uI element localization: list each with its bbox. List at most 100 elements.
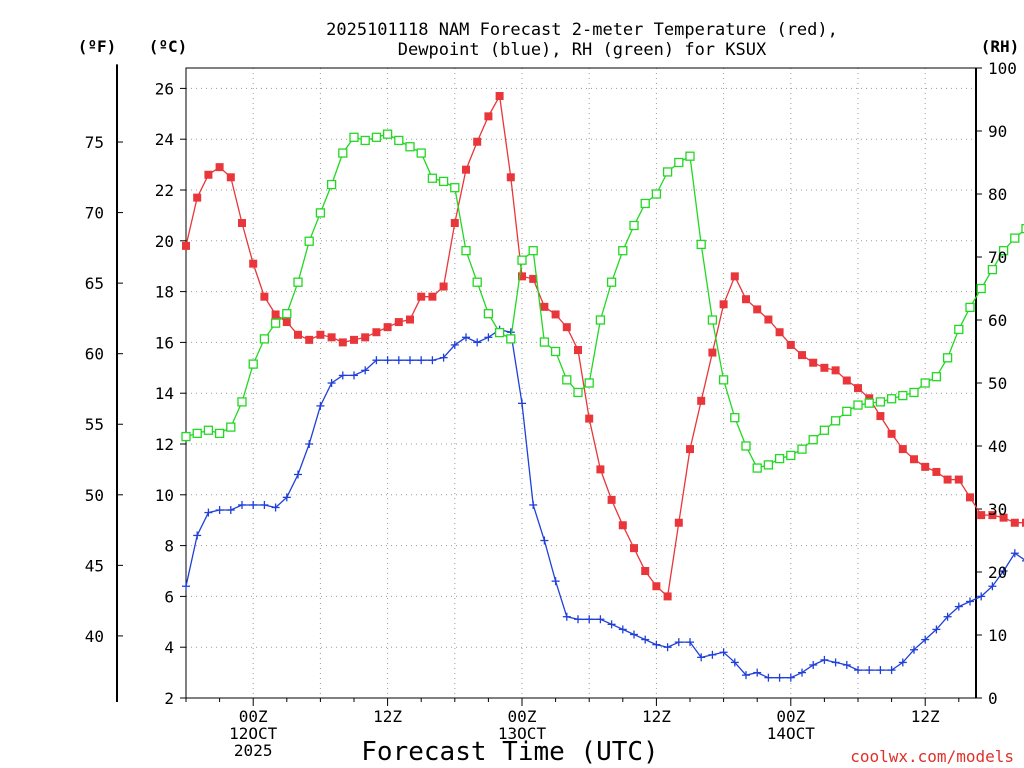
data-point	[719, 300, 728, 309]
x-tick-label: 12OCT	[229, 724, 278, 743]
data-point	[528, 246, 538, 256]
data-point	[842, 660, 851, 669]
data-point	[875, 397, 886, 407]
data-point	[551, 577, 560, 586]
data-point	[574, 346, 582, 355]
data-point	[786, 450, 796, 461]
data-point	[976, 283, 986, 294]
data-point	[775, 328, 784, 337]
data-point	[685, 151, 695, 161]
x-tick-label: 2025	[234, 741, 273, 760]
data-point	[999, 567, 1008, 575]
data-point	[204, 508, 213, 517]
data-point	[192, 428, 202, 439]
data-point	[294, 330, 302, 339]
data-point	[730, 658, 739, 667]
data-point	[865, 394, 874, 403]
data-point	[798, 668, 806, 677]
data-point	[942, 353, 953, 363]
series-dewpoint-c-	[182, 325, 1024, 682]
data-point	[484, 112, 493, 121]
x-tick-label: 00Z	[508, 707, 537, 726]
data-point	[596, 465, 605, 474]
data-point	[293, 277, 303, 287]
data-point	[462, 333, 470, 342]
data-point	[282, 493, 291, 502]
data-point	[540, 536, 549, 545]
data-point	[438, 176, 449, 187]
data-point	[215, 506, 224, 515]
x-tick-label: 13OCT	[498, 724, 547, 743]
data-point	[954, 475, 963, 484]
data-point	[865, 666, 874, 675]
data-point	[663, 592, 672, 601]
chart-title-line1: 2025101118 NAM Forecast 2-meter Temperat…	[326, 20, 838, 40]
data-point	[294, 470, 302, 479]
data-point	[361, 366, 370, 375]
data-point	[428, 356, 437, 365]
series-rh-	[181, 129, 1024, 473]
data-point	[304, 236, 314, 246]
data-point	[820, 363, 829, 372]
data-point	[708, 650, 717, 659]
celsius-tick-label: 6	[164, 587, 174, 606]
data-point	[842, 406, 852, 417]
data-point	[674, 638, 683, 647]
data-point	[270, 318, 281, 328]
data-point	[249, 500, 258, 509]
data-point	[361, 333, 370, 342]
x-tick-label: 00Z	[776, 707, 805, 726]
data-point	[518, 272, 526, 281]
data-point	[786, 340, 795, 349]
data-point	[606, 277, 617, 287]
data-point	[718, 375, 729, 385]
data-point	[742, 671, 750, 680]
axes	[116, 64, 982, 706]
fahrenheit-tick-label: 70	[85, 204, 104, 223]
fahrenheit-tick-label: 50	[85, 486, 104, 505]
data-point	[260, 500, 269, 509]
data-point	[920, 378, 930, 388]
data-point	[819, 425, 830, 435]
gridlines	[186, 68, 976, 699]
rh-tick-label: 100	[988, 59, 1017, 78]
data-point	[954, 602, 963, 611]
data-point	[249, 259, 258, 268]
credit-text: coolwx.com/models	[850, 747, 1014, 766]
data-point	[763, 460, 774, 470]
data-point	[350, 335, 358, 344]
data-point	[742, 295, 750, 304]
data-point	[652, 640, 661, 649]
data-point	[820, 655, 829, 664]
data-point	[238, 219, 246, 228]
rh-tick-label: 60	[988, 311, 1007, 330]
data-point	[607, 495, 616, 504]
tick-labels: 2468101214161820222426404550556065707501…	[85, 59, 1017, 760]
data-point	[651, 189, 662, 199]
data-point	[371, 132, 382, 142]
data-point	[809, 358, 818, 367]
data-point	[719, 648, 728, 657]
series-line	[185, 93, 1024, 598]
data-point	[383, 356, 392, 365]
series-line	[185, 133, 1024, 469]
data-point	[417, 292, 426, 301]
data-point	[540, 302, 549, 311]
data-point	[193, 193, 202, 202]
data-point	[931, 372, 942, 382]
data-point	[327, 379, 336, 388]
data-point	[461, 246, 471, 256]
data-point	[764, 315, 773, 324]
data-point	[854, 666, 862, 675]
data-point	[618, 625, 627, 634]
rh-tick-label: 40	[988, 437, 1007, 456]
data-point	[271, 503, 280, 512]
fahrenheit-tick-label: 65	[85, 274, 104, 293]
data-point	[932, 625, 941, 634]
data-point	[259, 334, 270, 344]
data-point	[450, 183, 460, 193]
data-point	[427, 173, 438, 183]
x-tick-label: 12Z	[373, 707, 402, 726]
series-line	[185, 329, 1024, 679]
data-point	[1010, 233, 1020, 243]
